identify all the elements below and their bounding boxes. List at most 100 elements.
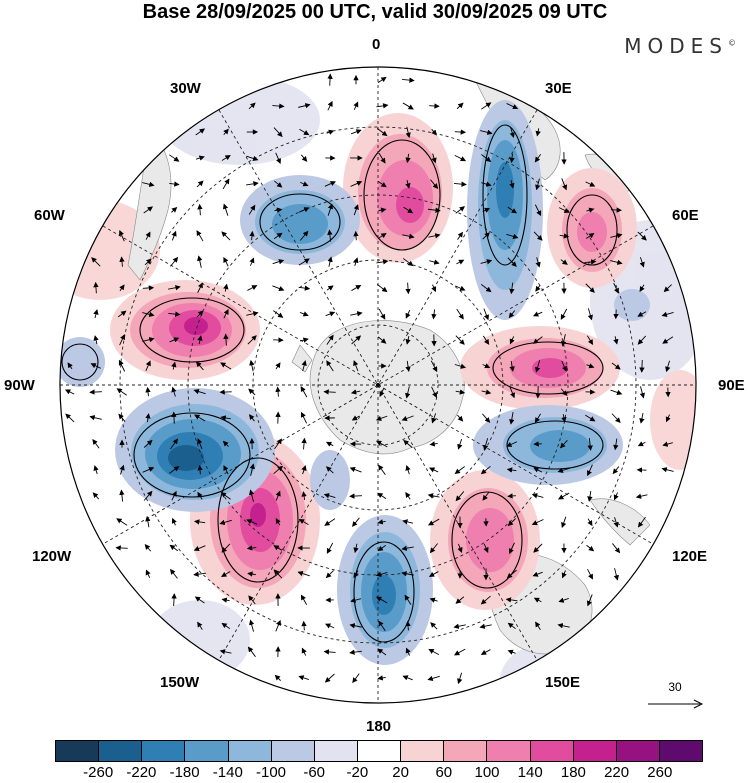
wind-vector [327, 203, 334, 216]
colorbar-swatch [530, 741, 574, 761]
wind-vector [560, 388, 568, 397]
wind-vector [561, 516, 567, 529]
wind-vector [377, 76, 387, 83]
wind-vector [457, 231, 463, 240]
wind-vector [402, 77, 415, 83]
wind-vector [482, 207, 491, 213]
wind-vector [405, 282, 411, 295]
wind-vector [662, 441, 673, 447]
wind-vector [479, 623, 492, 629]
wind-vector [378, 464, 386, 475]
wind-vector [480, 284, 492, 293]
wind-vector [300, 154, 308, 162]
wind-vector [428, 571, 439, 577]
wind-vector [272, 103, 285, 109]
wind-vector [533, 231, 543, 241]
wind-vector [561, 178, 568, 191]
wind-vector [507, 518, 516, 527]
colorbar-swatch [659, 741, 703, 761]
wind-vector [325, 623, 335, 629]
wind-vector [457, 543, 463, 553]
wind-vector [92, 438, 100, 449]
wind-vector [403, 206, 414, 214]
wind-vector [119, 256, 125, 267]
wind-vector [378, 620, 386, 632]
wind-vector [222, 203, 229, 216]
wind-vector [482, 363, 491, 369]
wind-vector [457, 439, 463, 450]
wind-vector [193, 389, 206, 395]
wind-vector [326, 542, 334, 554]
wind-vector [428, 648, 440, 655]
wind-vector [299, 207, 310, 213]
wind-vector [351, 285, 362, 291]
wind-vector [119, 464, 125, 475]
wind-vector [220, 492, 231, 500]
wind-vector [325, 441, 334, 447]
wind-vector [326, 285, 334, 291]
wind-vector [143, 206, 154, 214]
wind-vector [481, 389, 492, 395]
wind-vector [430, 622, 438, 630]
wind-vector [405, 360, 411, 372]
wind-vector [171, 517, 177, 526]
lon-label-90w: 90W [4, 377, 35, 394]
wind-vector [197, 335, 203, 345]
wind-vector [378, 152, 386, 164]
wind-vector [427, 493, 440, 499]
wind-vector [249, 619, 255, 632]
wind-vector [507, 649, 516, 655]
wind-vector [507, 493, 516, 499]
wind-vector [145, 231, 151, 240]
colorbar-swatch [401, 741, 445, 761]
wind-vector [531, 493, 544, 499]
wind-vector [249, 257, 255, 266]
anomaly-shading [60, 100, 650, 665]
wind-vector [349, 493, 362, 499]
wind-vector [197, 203, 203, 216]
wind-vector [273, 310, 284, 318]
brand-text: MODES [624, 34, 728, 58]
wind-vector [532, 311, 543, 317]
wind-vector [456, 308, 464, 320]
wind-vector [453, 623, 466, 629]
wind-vector [196, 310, 204, 318]
wind-vector [194, 414, 206, 422]
wind-vector [300, 386, 308, 398]
wind-vector [194, 596, 205, 604]
wind-vector [300, 594, 308, 605]
wind-vector [665, 360, 671, 373]
wind-vectors [64, 73, 674, 685]
wind-vector [197, 464, 203, 475]
wind-vector [353, 230, 359, 241]
wind-vector [663, 284, 672, 293]
wind-vector [323, 389, 336, 395]
wind-vector [219, 519, 232, 526]
wind-vector [171, 411, 177, 424]
wind-vector [429, 543, 438, 554]
wind-vector [402, 102, 414, 110]
wind-vector [145, 413, 151, 423]
wind-vector [353, 543, 359, 554]
colorbar-swatch [56, 741, 100, 761]
wind-vector [377, 232, 387, 239]
brand-logo: MODES© [624, 34, 736, 58]
wind-vector [171, 361, 177, 370]
wind-vector [171, 386, 177, 397]
wind-vector [637, 516, 646, 528]
wind-vector [274, 180, 283, 188]
lon-label-30w: 30W [170, 80, 201, 97]
wind-vector [611, 413, 621, 424]
wind-vector [455, 596, 465, 604]
wind-vector [481, 154, 492, 163]
wind-vector [249, 359, 255, 372]
wind-vector [482, 438, 489, 451]
wind-vector [611, 362, 621, 370]
wind-vector [639, 386, 645, 399]
wind-vector [93, 465, 99, 475]
wind-vector [298, 258, 310, 266]
wind-vector [145, 360, 151, 372]
wind-vector [168, 285, 181, 291]
wind-vector [405, 179, 411, 189]
wind-vector [561, 414, 567, 423]
